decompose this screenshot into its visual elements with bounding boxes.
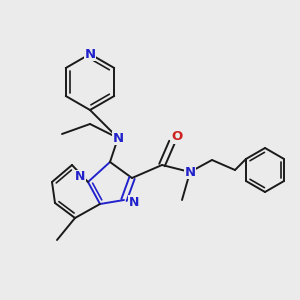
Text: N: N (84, 47, 96, 61)
Text: N: N (129, 196, 139, 208)
Text: N: N (184, 166, 196, 178)
Text: N: N (112, 131, 124, 145)
Text: N: N (75, 170, 85, 184)
Text: O: O (171, 130, 183, 143)
